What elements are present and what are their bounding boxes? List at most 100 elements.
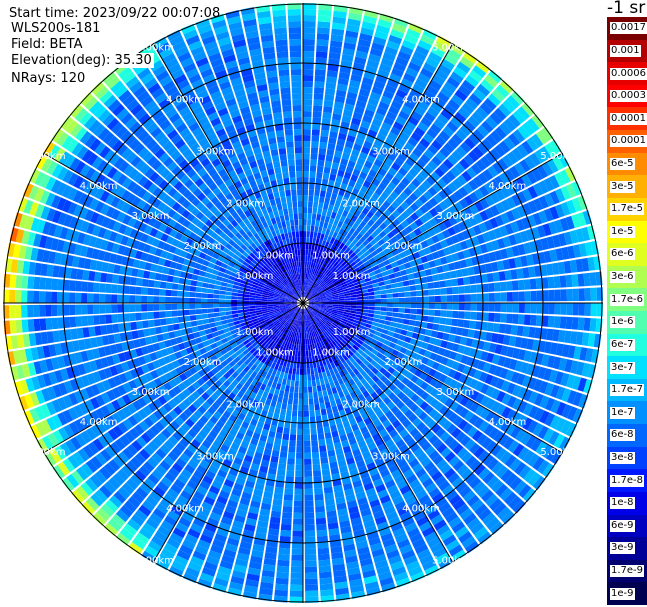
ray-cell: [340, 471, 350, 479]
ray-cell: [349, 511, 361, 520]
ray-cell: [431, 234, 440, 244]
ray-cell: [245, 480, 255, 489]
ray-cell: [351, 590, 366, 599]
ray-cell: [486, 352, 495, 363]
ray-cell: [54, 252, 62, 265]
ray-cell: [36, 219, 46, 234]
ray-cell: [194, 337, 203, 344]
ray-cell: [303, 27, 316, 34]
ray-cell: [404, 409, 414, 419]
ray-cell: [105, 283, 112, 293]
ray-cell: [201, 287, 209, 293]
ray-cell: [241, 421, 250, 430]
ray-cell: [336, 453, 345, 462]
ray-cell: [470, 284, 477, 293]
ray-cell: [361, 342, 369, 349]
ray-cell: [268, 467, 277, 475]
ray-cell: [298, 326, 301, 333]
ray-cell: [303, 201, 308, 208]
ray-cell: [384, 172, 394, 181]
ray-cell: [415, 340, 423, 348]
ray-cell: [156, 432, 168, 443]
ray-cell: [201, 293, 208, 298]
ray-cell: [251, 494, 262, 503]
ray-cell: [45, 176, 57, 191]
ray-cell: [505, 472, 518, 487]
ray-cell: [171, 310, 178, 317]
ray-cell: [250, 500, 261, 509]
ray-cell: [493, 502, 507, 516]
ray-cell: [157, 212, 167, 222]
ray-cell: [312, 111, 322, 118]
ray-cell: [236, 552, 250, 562]
ray-cell: [261, 303, 267, 306]
ray-cell: [497, 355, 506, 367]
ray-cell: [390, 100, 403, 110]
ray-cell: [349, 206, 357, 215]
ray-cell: [436, 524, 451, 536]
ray-cell: [417, 436, 428, 447]
ray-cell: [434, 167, 445, 178]
ray-cell: [239, 362, 247, 370]
ray-cell: [351, 303, 357, 306]
ray-cell: [401, 386, 411, 395]
ray-cell: [319, 196, 325, 204]
ray-cell: [468, 275, 476, 285]
ray-cell: [353, 281, 360, 286]
ray-cell: [394, 171, 404, 181]
ray-cell: [446, 310, 453, 318]
ray-cell: [303, 69, 314, 76]
ray-cell: [443, 376, 453, 386]
ray-cell: [267, 534, 279, 542]
ray-cell: [124, 370, 134, 382]
ray-cell: [391, 249, 399, 256]
ray-cell: [241, 276, 248, 282]
ray-cell: [455, 431, 467, 443]
ray-cell: [324, 241, 330, 248]
ray-cell: [332, 479, 342, 487]
ray-cell: [341, 271, 349, 277]
ray-cell: [198, 506, 211, 517]
ray-cell: [345, 555, 358, 564]
ray-cell: [82, 269, 90, 281]
ray-cell: [189, 297, 196, 303]
ray-cell: [259, 587, 273, 596]
ray-cell: [241, 460, 252, 469]
ray-cell: [338, 324, 345, 329]
ray-cell: [249, 273, 256, 279]
ray-cell: [89, 397, 100, 410]
ray-cell: [231, 288, 239, 293]
ray-cell: [177, 402, 188, 412]
ray-cell: [308, 303, 315, 305]
ray-cell: [326, 185, 334, 193]
ray-cell: [245, 517, 257, 526]
ray-cell: [174, 555, 189, 567]
ray-cell: [335, 317, 342, 322]
ray-cell: [325, 309, 332, 313]
ray-cell: [453, 415, 464, 427]
ray-cell: [280, 333, 285, 340]
ray-cell: [446, 295, 453, 302]
ray-cell: [217, 255, 225, 263]
ray-cell: [414, 218, 424, 227]
ray-cell: [297, 422, 303, 429]
ray-cell: [454, 242, 463, 252]
ray-cell: [228, 360, 237, 368]
ray-cell: [476, 433, 488, 446]
ray-cell: [434, 401, 444, 412]
ray-cell: [308, 392, 313, 399]
ray-cell: [405, 121, 417, 132]
ray-cell: [449, 390, 459, 400]
ray-cell: [170, 505, 183, 516]
ray-cell: [57, 279, 65, 291]
ray-cell: [313, 201, 319, 209]
ray-cell: [319, 245, 325, 253]
ray-cell: [579, 347, 588, 361]
ray-cell: [371, 144, 381, 153]
ray-cell: [495, 189, 506, 201]
ray-cell: [454, 201, 464, 212]
ray-cell: [392, 419, 402, 429]
ray-cell: [158, 341, 166, 350]
ray-cell: [269, 332, 275, 339]
ray-cell: [261, 428, 269, 437]
